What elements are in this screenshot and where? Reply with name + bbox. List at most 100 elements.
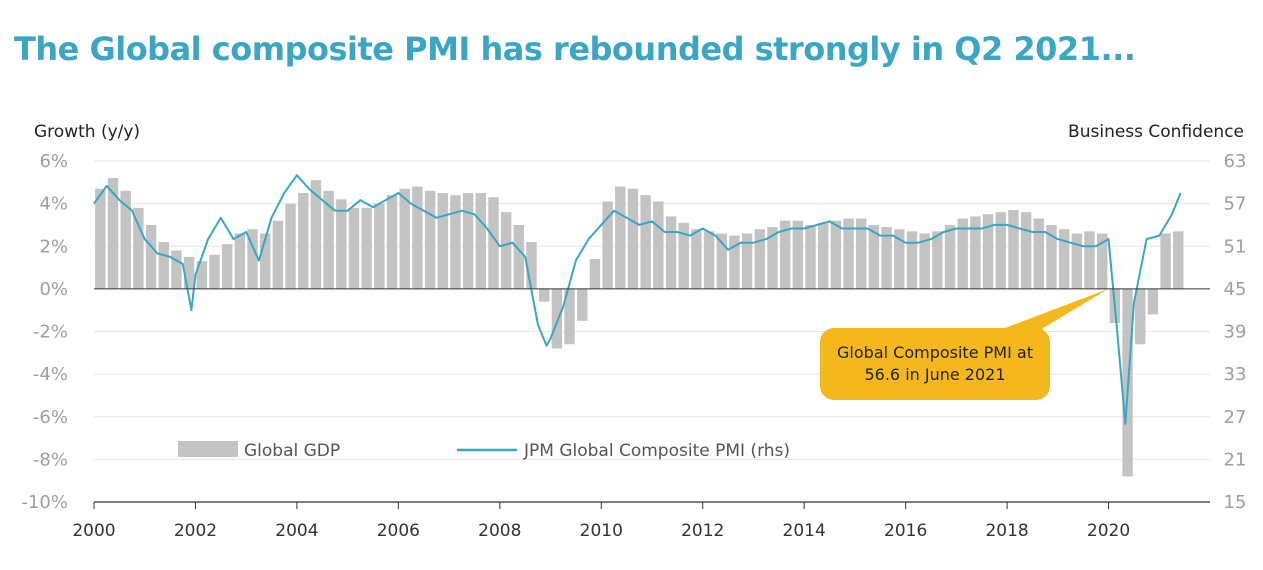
gdp-bar [120,190,131,289]
tick-labels: 6% 63 4% 57 2% 51 0% 45 -2% 39 -4% 33 -6% 27 -8% 21 -10%… [21,151,1246,541]
gdp-bar [665,216,677,289]
y-tick-label: -4% [33,364,68,385]
gdp-bar [830,220,842,289]
gdp-bar [234,233,246,289]
pmi-series-line [93,174,1182,425]
gdp-bar [260,233,271,289]
grid-lines [94,160,1210,460]
y2-tick-label: 33 [1224,364,1247,385]
legend-swatch-gdp [178,441,238,457]
gdp-bar [767,227,778,289]
gdp-bar [1173,231,1184,289]
gdp-bar [412,186,423,289]
gdp-bar [602,201,613,289]
gdp-bar [107,178,119,289]
pmi-line [93,174,1182,425]
gdp-bar [133,207,144,289]
gdp-bar [1071,233,1083,289]
callout-pointer [1000,289,1108,330]
legend: Global GDP JPM Global Composite PMI (rhs… [178,441,790,461]
x-tick-label: 2016 [884,521,927,541]
gdp-bar [957,218,968,289]
gdp-bar [336,199,347,289]
y-tick-label: 2% [39,236,68,257]
gdp-bar [1008,210,1019,289]
gdp-bar [209,254,220,289]
gdp-bar [171,250,182,289]
y2-tick-label: 21 [1224,449,1247,470]
y2-tick-label: 63 [1224,151,1247,172]
gdp-bar [539,288,550,302]
gdp-bar [399,188,410,289]
x-tick-label: 2000 [72,521,115,541]
gdp-bar [729,235,740,289]
x-tick-label: 2010 [580,521,623,541]
gdp-bar [932,231,943,289]
gdp-bar [716,233,727,289]
gdp-bar [145,224,157,289]
gdp-bar [310,180,322,289]
y-tick-label: -10% [21,492,68,513]
y-tick-label: -6% [33,407,68,428]
gdp-bar [462,192,474,289]
right-axis-title: Business Confidence [1068,122,1244,142]
callout-box: Global Composite PMI at 56.6 in June 202… [820,328,1050,400]
gdp-bar [754,229,765,289]
gdp-bar [982,214,994,289]
gdp-bar [158,241,169,289]
gdp-bar [818,222,829,289]
gdp-bar [183,256,195,289]
gdp-bar [374,203,385,289]
gdp-bar [1147,288,1159,315]
gdp-bar [1058,229,1070,289]
gdp-bar [386,195,398,289]
gdp-bar [1135,288,1146,345]
callout-text: Global Composite PMI at 56.6 in June 202… [837,343,1033,384]
gdp-bar [843,218,854,289]
legend-label-pmi: JPM Global Composite PMI (rhs) [523,441,790,461]
gdp-bar [513,224,525,289]
y-tick-label: 0% [39,279,68,300]
y2-tick-label: 39 [1224,322,1247,343]
gdp-bar [1084,231,1095,289]
gdp-bar [792,220,804,289]
x-tick-label: 2006 [377,521,420,541]
y-tick-label: -2% [33,322,68,343]
gdp-bar [285,203,296,289]
legend-label-gdp: Global GDP [244,441,340,461]
gdp-bar [450,195,461,289]
gdp-bar [691,229,702,289]
gdp-bar [856,218,867,289]
y2-tick-label: 45 [1224,279,1247,300]
gdp-bar [615,186,626,289]
gdp-bar [1020,212,1032,289]
x-tick-label: 2008 [478,521,521,541]
x-tick-label: 2012 [681,521,724,541]
gdp-bar [653,201,664,289]
x-tick-label: 2018 [985,521,1028,541]
gdp-bar [894,229,905,289]
x-tick-label: 2014 [783,521,826,541]
gdp-bar [1046,224,1057,289]
y2-tick-label: 51 [1224,236,1247,257]
gdp-bar [323,190,334,289]
gdp-bar [881,227,892,289]
y2-tick-label: 15 [1224,492,1247,513]
gdp-bar [475,192,486,289]
gdp-bar [970,216,981,289]
gdp-bar [551,288,563,349]
gdp-bar [741,233,753,289]
gdp-bar [437,192,448,289]
gdp-bar [247,229,258,289]
gdp-bar [627,188,639,289]
y2-tick-label: 27 [1224,407,1247,428]
chart-title: The Global composite PMI has rebounded s… [14,30,1136,68]
gdp-bar [805,224,816,289]
x-tick-label: 2020 [1087,521,1130,541]
x-tick-label: 2004 [275,521,318,541]
y-tick-label: 6% [39,151,68,172]
gdp-bar [779,220,791,289]
gdp-bar [298,192,309,289]
x-tick-label: 2002 [174,521,217,541]
